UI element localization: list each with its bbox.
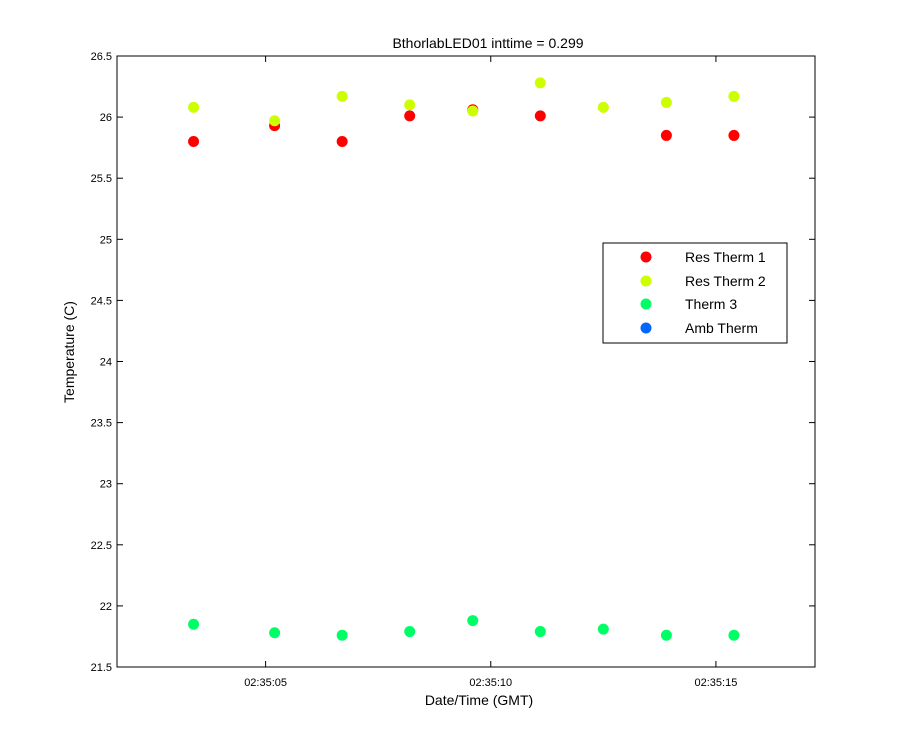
point-res-therm-1 xyxy=(404,110,416,122)
point-res-therm-2 xyxy=(534,77,546,89)
y-tick-label: 25.5 xyxy=(91,173,112,185)
x-axis-title: Date/Time (GMT) xyxy=(425,692,533,708)
y-tick-label: 24 xyxy=(100,357,112,369)
legend-label-amb-therm: Amb Therm xyxy=(685,320,758,336)
point-res-therm-2 xyxy=(597,101,609,113)
y-tick-label: 22.5 xyxy=(91,540,112,552)
legend-box xyxy=(602,242,788,344)
x-axis: 02:35:05 02:35:10 02:35:15 xyxy=(244,56,737,689)
y-tick-label: 23.5 xyxy=(91,418,112,430)
point-res-therm-2 xyxy=(660,96,672,108)
point-therm-3 xyxy=(188,618,200,630)
data-points xyxy=(188,77,740,641)
point-therm-3 xyxy=(597,623,609,635)
legend-label-therm-3: Therm 3 xyxy=(685,296,737,312)
legend-label-res-therm-1: Res Therm 1 xyxy=(685,249,766,265)
y-tick-label: 22 xyxy=(100,601,112,613)
y-axis: 21.5 22 22.5 23 23.5 24 24.5 25 25.5 26 26.5 xyxy=(91,51,815,674)
legend-label-res-therm-2: Res Therm 2 xyxy=(685,273,766,289)
point-res-therm-2 xyxy=(728,90,740,102)
point-res-therm-2 xyxy=(269,115,281,127)
y-axis-title: Temperature (C) xyxy=(61,301,77,403)
point-res-therm-1 xyxy=(728,129,740,141)
x-tick-label: 02:35:15 xyxy=(695,677,738,689)
point-res-therm-1 xyxy=(660,129,672,141)
y-tick-label: 26.5 xyxy=(91,51,112,63)
x-tick-label: 02:35:10 xyxy=(469,677,512,689)
chart-title: BthorlabLED01 inttime = 0.299 xyxy=(392,35,583,51)
point-res-therm-1 xyxy=(188,136,200,148)
legend-marker-res-therm-1 xyxy=(640,251,652,263)
point-therm-3 xyxy=(269,627,281,639)
legend: Res Therm 1 Res Therm 2 Therm 3 Amb Ther… xyxy=(602,242,788,344)
y-tick-label: 24.5 xyxy=(91,295,112,307)
y-tick-label: 23 xyxy=(100,479,112,491)
y-tick-label: 21.5 xyxy=(91,662,112,674)
x-tick-label: 02:35:05 xyxy=(244,677,287,689)
point-res-therm-2 xyxy=(336,90,348,102)
legend-marker-res-therm-2 xyxy=(640,275,652,287)
point-res-therm-1 xyxy=(534,110,546,122)
y-tick-label: 26 xyxy=(100,112,112,124)
point-therm-3 xyxy=(467,615,479,627)
y-tick-label: 25 xyxy=(100,234,112,246)
point-therm-3 xyxy=(534,626,546,638)
point-therm-3 xyxy=(660,629,672,641)
point-res-therm-2 xyxy=(404,99,416,111)
legend-marker-amb-therm xyxy=(640,322,652,334)
point-res-therm-2 xyxy=(467,105,479,117)
point-res-therm-2 xyxy=(188,101,200,113)
legend-marker-therm-3 xyxy=(640,298,652,310)
point-res-therm-1 xyxy=(336,136,348,148)
point-therm-3 xyxy=(336,629,348,641)
point-therm-3 xyxy=(404,626,416,638)
point-therm-3 xyxy=(728,629,740,641)
plot-area xyxy=(116,55,816,668)
